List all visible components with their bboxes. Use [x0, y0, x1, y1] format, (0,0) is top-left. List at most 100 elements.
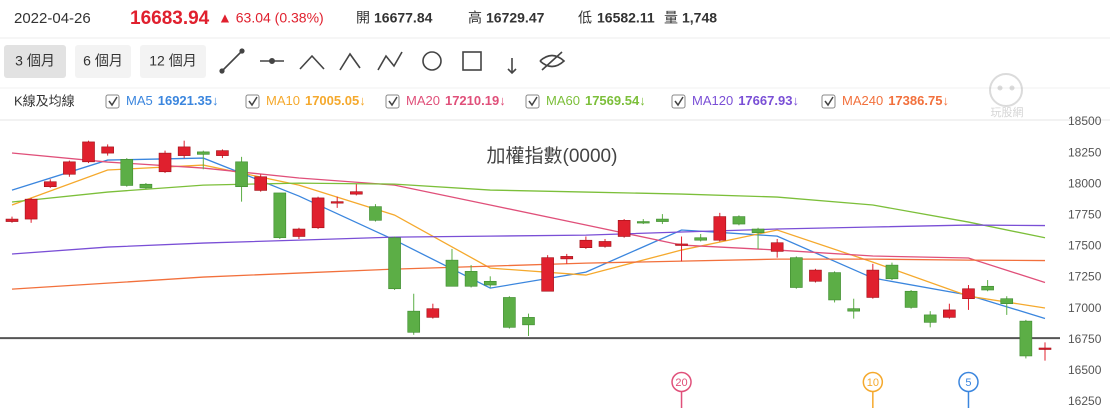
candle-body	[904, 290, 918, 308]
candle-body	[5, 218, 19, 222]
ma-line	[11, 152, 1046, 284]
candle-body	[158, 152, 172, 173]
candle	[503, 296, 516, 329]
tool-wave[interactable]	[377, 51, 403, 71]
range-button-label: 6 個月	[83, 53, 123, 69]
legend-trend: ↓	[212, 93, 219, 108]
candle	[24, 197, 38, 223]
y-tick-label: 18500	[1068, 114, 1102, 128]
high-label: 高	[468, 10, 482, 26]
legend-item[interactable]: MA120 17667.93↓	[671, 93, 799, 109]
candle-body	[713, 216, 727, 241]
y-tick-label: 18000	[1068, 176, 1102, 190]
candle	[216, 149, 229, 159]
tool-rect[interactable]	[462, 51, 482, 71]
tool-text[interactable]	[507, 58, 517, 75]
candle-body	[579, 239, 593, 248]
tool-hline[interactable]	[260, 57, 284, 64]
watermark: 玩股網	[989, 73, 1024, 119]
legend-item[interactable]: MA5 16921.35↓	[105, 93, 219, 109]
legend-check	[388, 96, 398, 107]
volume-label: 量	[664, 10, 678, 26]
legend-trend: ↓	[639, 93, 646, 108]
legend-checkbox	[525, 94, 540, 109]
candle	[656, 214, 669, 225]
candle	[158, 150, 172, 174]
candle	[962, 285, 975, 310]
candle-body	[1000, 298, 1014, 304]
candle-body	[330, 201, 344, 204]
candle-body	[311, 197, 325, 229]
range-button[interactable]: 12 個月	[140, 45, 206, 78]
candle-body	[388, 237, 401, 290]
range-button[interactable]: 6 個月	[75, 45, 131, 78]
change: ▲ 63.04 (0.38%)	[218, 10, 324, 26]
candle	[598, 238, 612, 248]
legend-item[interactable]: MA10 17005.05↓	[245, 93, 366, 109]
candle	[1038, 342, 1052, 361]
legend-item[interactable]: MA60 17569.54↓	[525, 93, 646, 109]
watermark-text: 玩股網	[991, 105, 1024, 119]
candle-body	[369, 206, 382, 221]
candle	[82, 140, 95, 164]
legend-trend: ↓	[499, 93, 506, 108]
drawing-tools	[219, 48, 566, 75]
legend-check	[824, 96, 834, 107]
range-button[interactable]: 3 個月	[4, 45, 66, 78]
tool-hide[interactable]	[539, 51, 566, 71]
candle-body	[235, 161, 248, 188]
legend-item[interactable]: MA20 17210.19↓	[385, 93, 506, 109]
candle	[369, 204, 382, 222]
open-label: 開	[356, 10, 370, 26]
candle-body	[751, 228, 765, 234]
candle	[943, 303, 956, 319]
candle-body	[598, 241, 612, 247]
candle-body	[426, 308, 440, 318]
candle	[675, 236, 688, 262]
range-button-bg	[140, 45, 206, 78]
legend-name: MA20	[406, 93, 440, 108]
candle-body	[885, 264, 899, 280]
candle-body	[675, 243, 688, 246]
candle-body	[503, 297, 516, 328]
legend-trend: ↓	[942, 93, 949, 108]
legend-value: 16921.35	[158, 93, 212, 108]
candle	[751, 227, 765, 249]
candle-body	[636, 221, 650, 224]
candle	[483, 276, 497, 288]
marker-label: 20	[675, 377, 687, 389]
candle	[732, 215, 746, 226]
candle-body	[254, 176, 267, 191]
candle-body	[847, 308, 861, 312]
marker-label: 10	[867, 377, 879, 389]
candle-body	[790, 257, 803, 288]
candle	[330, 196, 344, 208]
candle	[63, 160, 76, 177]
ma-marker: 20	[671, 371, 692, 408]
candle	[1019, 319, 1033, 359]
candle-body	[139, 183, 153, 189]
candle	[254, 174, 267, 192]
legend-item[interactable]: MA240 17386.75↓	[821, 93, 949, 109]
ma-marker: 10	[862, 371, 884, 408]
candle-body	[522, 317, 535, 326]
candle	[5, 216, 19, 223]
candle-body	[483, 280, 497, 286]
tool-circle[interactable]	[422, 51, 442, 71]
candle-body	[177, 146, 191, 156]
candle	[350, 184, 363, 196]
candle-body	[656, 218, 669, 222]
tool-abc[interactable]	[339, 52, 361, 71]
legend-checkbox	[671, 94, 686, 109]
legend-label: MA10 17005.05↓	[266, 93, 366, 108]
candle-body	[1019, 320, 1033, 357]
tool-line[interactable]	[219, 48, 245, 74]
tool-angle[interactable]	[299, 54, 325, 70]
y-tick-label: 17250	[1068, 270, 1102, 284]
range-button-bg	[75, 45, 131, 78]
candle	[981, 280, 994, 292]
marker-circle	[958, 371, 979, 393]
candle-body	[24, 198, 38, 220]
legend-value: 17386.75	[888, 93, 942, 108]
